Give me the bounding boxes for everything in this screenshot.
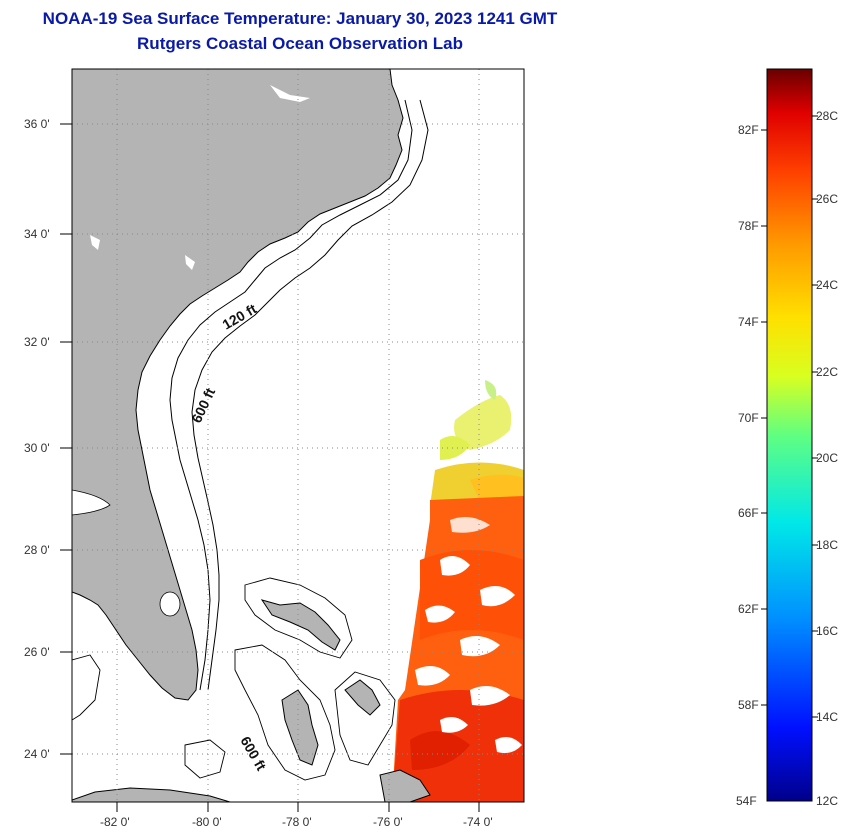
land-cuba bbox=[72, 787, 231, 802]
depth-contour-120ft bbox=[169, 99, 413, 691]
lon-label-82: -82 0' bbox=[100, 815, 130, 829]
sst-swath bbox=[392, 345, 524, 802]
cb-f-62: 62F bbox=[738, 602, 759, 616]
lon-label-76: -76 0' bbox=[373, 815, 403, 829]
cb-c-28: 28C bbox=[816, 109, 838, 123]
cb-f-70: 70F bbox=[738, 411, 759, 425]
land-bahamas-north bbox=[260, 599, 341, 651]
land-bahamas-east bbox=[344, 679, 381, 716]
lon-label-80: -80 0' bbox=[192, 815, 222, 829]
lat-labels: 24 0' 26 0' 28 0' 30 0' 32 0' 34 0' 36 0… bbox=[24, 117, 50, 761]
cb-c-20: 20C bbox=[816, 451, 838, 465]
cb-c-24: 24C bbox=[816, 278, 838, 292]
lon-label-74: -74 0' bbox=[463, 815, 493, 829]
lat-label-28: 28 0' bbox=[24, 543, 50, 557]
land-mainland bbox=[72, 69, 404, 701]
map-title: NOAA-19 Sea Surface Temperature: January… bbox=[42, 9, 558, 28]
cb-f-66: 66F bbox=[738, 506, 759, 520]
cb-c-22: 22C bbox=[816, 365, 838, 379]
map-subtitle: Rutgers Coastal Ocean Observation Lab bbox=[137, 34, 463, 53]
cb-f-58: 58F bbox=[738, 698, 759, 712]
lat-label-36: 36 0' bbox=[24, 117, 50, 131]
lat-label-24: 24 0' bbox=[24, 747, 50, 761]
lat-label-34: 34 0' bbox=[24, 227, 50, 241]
cb-f-54: 54F bbox=[736, 794, 757, 808]
colorbar: 82F 78F 74F 70F 66F 62F 58F 54F 28C 26C … bbox=[736, 68, 838, 808]
cb-c-12: 12C bbox=[816, 794, 838, 808]
map-grid bbox=[72, 69, 524, 802]
cb-f-82: 82F bbox=[738, 123, 759, 137]
cb-c-16: 16C bbox=[816, 624, 838, 638]
cb-c-18: 18C bbox=[816, 538, 838, 552]
lat-label-32: 32 0' bbox=[24, 335, 50, 349]
cb-c-14: 14C bbox=[816, 710, 838, 724]
cb-f-78: 78F bbox=[738, 219, 759, 233]
lat-label-30: 30 0' bbox=[24, 441, 50, 455]
cb-f-74: 74F bbox=[738, 315, 759, 329]
land-bahamas-andros bbox=[281, 689, 319, 766]
lon-labels: -82 0' -80 0' -78 0' -76 0' -74 0' bbox=[100, 815, 493, 829]
colorbar-gradient bbox=[766, 68, 813, 802]
cb-c-26: 26C bbox=[816, 192, 838, 206]
lat-label-26: 26 0' bbox=[24, 645, 50, 659]
lake-okeechobee bbox=[159, 591, 181, 617]
axis-ticks bbox=[60, 123, 480, 812]
lon-label-78: -78 0' bbox=[282, 815, 312, 829]
